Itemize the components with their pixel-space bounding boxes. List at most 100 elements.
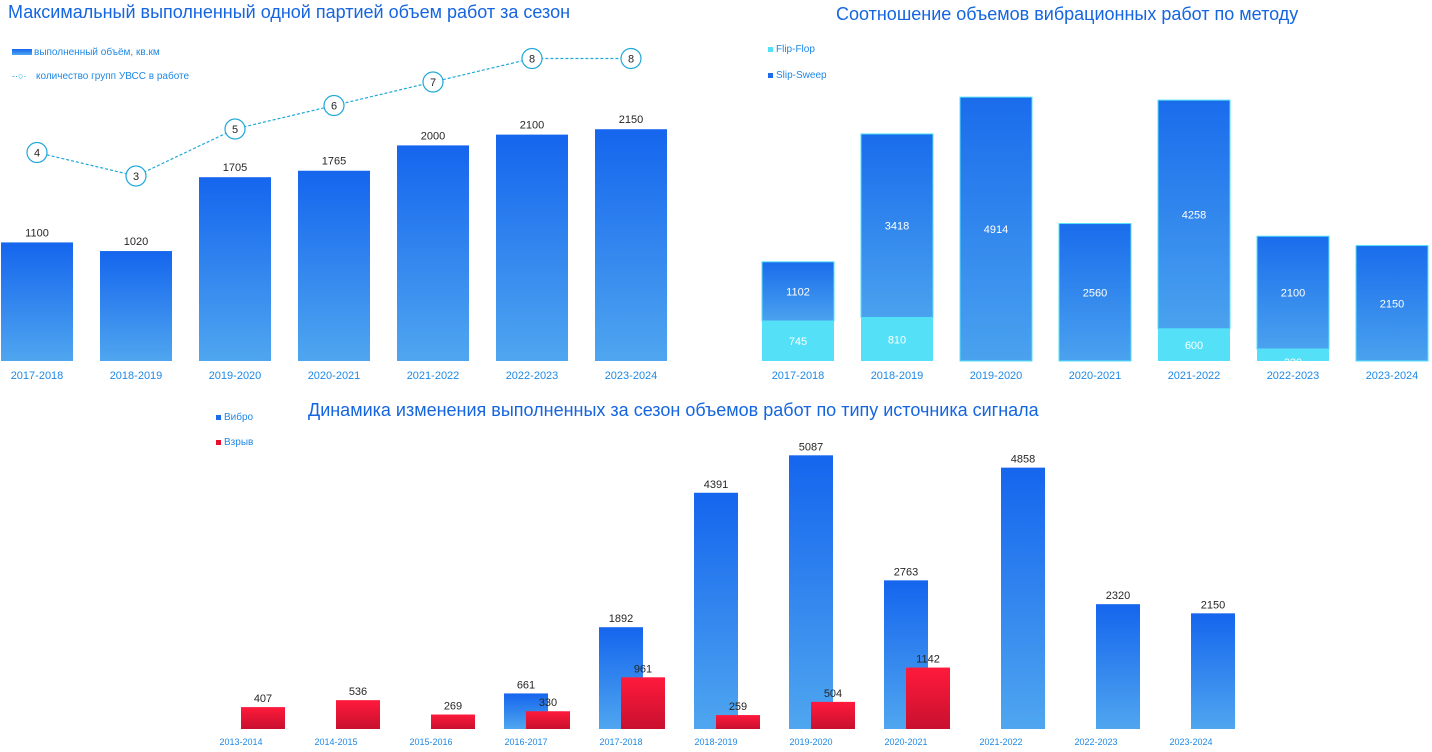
chart1-count-point bbox=[620, 47, 642, 70]
chart1-bar bbox=[199, 177, 271, 361]
chart2-x-tick: 2017-2018 bbox=[772, 370, 825, 382]
chart2-bar-slipsweep bbox=[959, 96, 1033, 362]
chart3-vibro-value: 661 bbox=[517, 679, 535, 691]
chart3-vzryv-value: 407 bbox=[254, 693, 272, 705]
chart1-bar-value: 1765 bbox=[322, 156, 346, 168]
chart2-bar-slipsweep bbox=[1256, 235, 1330, 350]
chart3-vibro-value: 2150 bbox=[1201, 599, 1225, 611]
chart3-bar-vibro bbox=[1096, 604, 1140, 729]
vzryv-swatch-icon bbox=[216, 439, 221, 445]
chart2-bar-slipsweep bbox=[860, 133, 934, 319]
chart1-count-point bbox=[26, 141, 48, 164]
chart3-vibro-value: 5087 bbox=[799, 441, 823, 453]
chart3-x-tick: 2013-2014 bbox=[219, 737, 262, 747]
chart2-flipflop-value: 745 bbox=[789, 336, 807, 348]
chart2-slipsweep-value: 1102 bbox=[786, 286, 810, 298]
chart1-count-label: 5 bbox=[232, 124, 238, 136]
chart1-count-label: 7 bbox=[430, 77, 436, 89]
chart2-x-tick: 2023-2024 bbox=[1366, 370, 1419, 382]
chart1-bar-value: 2100 bbox=[520, 120, 544, 132]
chart1-x-tick: 2021-2022 bbox=[407, 370, 460, 382]
chart3-bar-vibro bbox=[1191, 613, 1235, 729]
chart1-count-label: 8 bbox=[529, 54, 535, 66]
chart3-bar-vzryv bbox=[716, 715, 760, 729]
chart3-legend-vzryv: Взрыв bbox=[216, 437, 253, 448]
chart1-bar bbox=[496, 134, 568, 361]
chart1-x-tick: 2017-2018 bbox=[11, 370, 64, 382]
chart1-bar-value: 1705 bbox=[223, 162, 247, 174]
chart3-x-tick: 2017-2018 bbox=[599, 737, 642, 747]
chart2-bar-slipsweep bbox=[761, 261, 835, 322]
chart1-x-tick: 2018-2019 bbox=[110, 370, 163, 382]
chart1-count-point bbox=[323, 94, 345, 117]
slipsweep-swatch-icon bbox=[768, 72, 773, 78]
chart2-x-tick: 2020-2021 bbox=[1069, 370, 1122, 382]
chart3-x-tick: 2023-2024 bbox=[1169, 737, 1212, 747]
chart3-bar-vzryv bbox=[906, 667, 950, 729]
chart1-x-tick: 2019-2020 bbox=[209, 370, 262, 382]
chart1-bar bbox=[595, 129, 667, 361]
chart3-vzryv-value: 536 bbox=[349, 686, 367, 698]
chart1-x-tick: 2023-2024 bbox=[605, 370, 658, 382]
chart1-count-point bbox=[521, 47, 543, 70]
chart1-bar-value: 2150 bbox=[619, 114, 643, 126]
chart3-vzryv-value: 330 bbox=[539, 697, 557, 709]
chart3-x-tick: 2016-2017 bbox=[504, 737, 547, 747]
chart3-bar-vzryv bbox=[336, 700, 380, 729]
chart3-vzryv-value: 1142 bbox=[916, 654, 940, 666]
chart2-flipflop-value: 220 bbox=[1284, 357, 1302, 369]
chart3-legend-vzryv-label: Взрыв bbox=[224, 437, 254, 448]
chart3-vzryv-value: 961 bbox=[634, 663, 652, 675]
chart1-title: Максимальный выполненный одной партией о… bbox=[8, 2, 571, 22]
chart2-legend-flipflop-label: Flip-Flop bbox=[776, 44, 815, 55]
chart1-legend-bar-label: выполненный объём, кв.км bbox=[34, 47, 160, 58]
chart2-bar-slipsweep bbox=[1157, 99, 1231, 330]
chart2-bar-flipflop bbox=[1158, 328, 1230, 361]
chart2-x-tick: 2021-2022 bbox=[1168, 370, 1221, 382]
chart2-bar-flipflop bbox=[861, 317, 933, 361]
chart2-x-tick: 2019-2020 bbox=[970, 370, 1023, 382]
chart2-slipsweep-value: 3418 bbox=[885, 221, 909, 233]
chart2-bar-slipsweep bbox=[1058, 223, 1132, 362]
chart1-bar-value: 2000 bbox=[421, 130, 445, 142]
chart1-count-label: 6 bbox=[331, 101, 337, 113]
chart3-bar-vzryv bbox=[431, 714, 475, 729]
chart3-bar-vzryv bbox=[811, 701, 855, 729]
chart3-vibro-value: 2763 bbox=[894, 566, 918, 578]
chart3-vibro-value: 4858 bbox=[1011, 454, 1035, 466]
chart3-legend-vibro-label: Вибро bbox=[224, 412, 254, 423]
chart2-title: Соотношение объемов вибрационных работ п… bbox=[836, 4, 1299, 24]
chart3-x-tick: 2021-2022 bbox=[979, 737, 1022, 747]
chart2-x-tick: 2018-2019 bbox=[871, 370, 924, 382]
chart3-vibro-value: 4391 bbox=[704, 479, 728, 491]
chart1-bar bbox=[397, 145, 469, 361]
chart3-x-tick: 2020-2021 bbox=[884, 737, 927, 747]
chart1-count-label: 3 bbox=[133, 171, 139, 183]
chart3-x-tick: 2014-2015 bbox=[314, 737, 357, 747]
chart1-count-label: 8 bbox=[628, 54, 634, 66]
chart2-bar-flipflop bbox=[762, 320, 834, 361]
chart3-bar-vzryv bbox=[526, 711, 570, 729]
chart2-bar-flipflop bbox=[1257, 349, 1329, 361]
chart2-slipsweep-value: 2560 bbox=[1083, 287, 1107, 299]
chart3-vzryv-value: 504 bbox=[824, 688, 842, 700]
chart2-slipsweep-value: 4914 bbox=[984, 224, 1008, 236]
chart2-x-tick: 2022-2023 bbox=[1267, 370, 1320, 382]
chart1-bar-value: 1100 bbox=[25, 227, 49, 239]
chart2-slipsweep-value: 4258 bbox=[1182, 209, 1206, 221]
chart3-vibro-value: 1892 bbox=[609, 613, 633, 625]
chart1-bar bbox=[298, 170, 370, 361]
chart3-vzryv-value: 269 bbox=[444, 701, 462, 713]
chart3-vibro-value: 2320 bbox=[1106, 590, 1130, 602]
vibro-swatch-icon bbox=[216, 414, 221, 420]
chart1-count-point bbox=[422, 71, 444, 93]
chart3-legend-vibro: Вибро bbox=[216, 412, 253, 423]
chart3-x-tick: 2015-2016 bbox=[409, 737, 452, 747]
chart2-slipsweep-value: 2100 bbox=[1281, 288, 1305, 300]
chart1-bar-value: 1020 bbox=[124, 236, 148, 248]
chart1-legend-bar: выполненный объём, кв.км bbox=[12, 47, 160, 58]
chart3-bar-vibro bbox=[694, 492, 738, 729]
chart3-x-tick: 2018-2019 bbox=[694, 737, 737, 747]
chart1-legend-line: -·○· количество групп УВСС в работе bbox=[12, 71, 189, 82]
chart1-count-label: 4 bbox=[34, 148, 40, 160]
